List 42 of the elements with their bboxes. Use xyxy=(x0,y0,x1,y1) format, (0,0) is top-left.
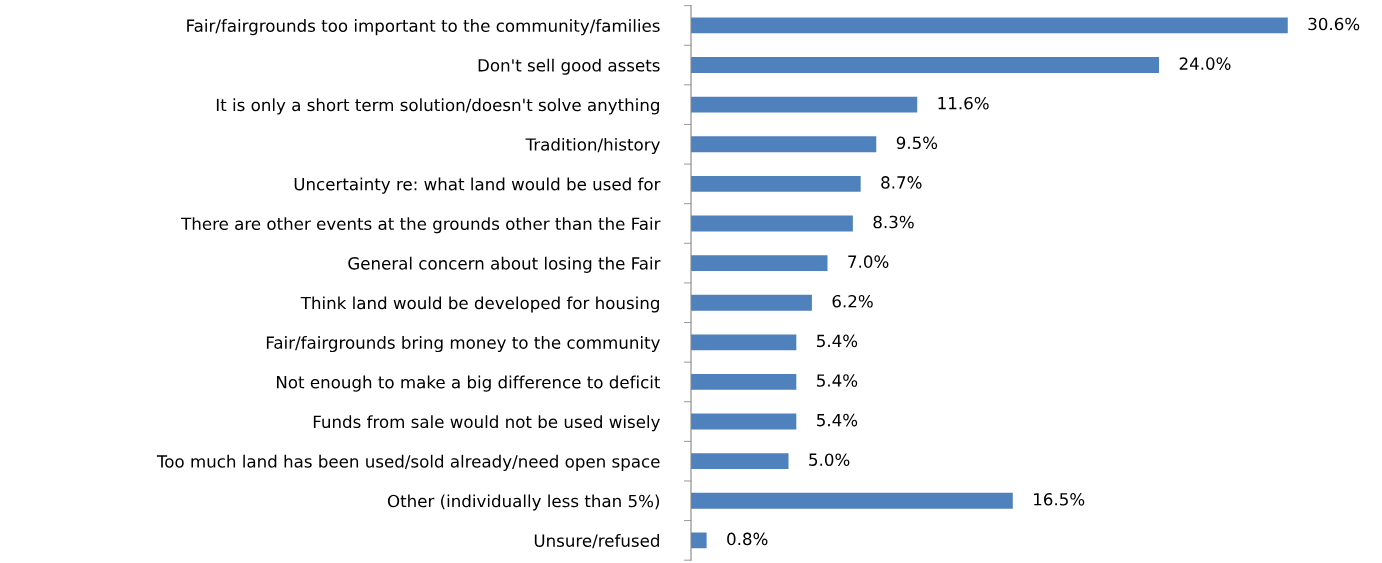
data-label: 16.5% xyxy=(1034,493,1085,506)
bar xyxy=(691,215,853,232)
y-tick-label: Don't sell good assets xyxy=(478,58,660,75)
y-tick-label: Tradition/history xyxy=(525,137,660,155)
bar xyxy=(691,532,707,549)
bar xyxy=(691,17,1288,34)
data-label: 6.2% xyxy=(832,294,873,308)
y-tick-label: Think land would be developed for housing xyxy=(300,296,659,313)
y-tick-label: Fair/fairgrounds too important to the community/families xyxy=(187,19,660,36)
bar xyxy=(691,453,789,470)
y-tick-label: Not enough to make a big difference to deficit xyxy=(276,375,661,392)
bar xyxy=(691,57,1160,73)
y-tick-label: Fair/fairgrounds bring money to the community xyxy=(266,335,660,353)
bar xyxy=(691,175,861,192)
y-tick-label: It is only a short term solution/doesn't solve anything xyxy=(216,98,659,115)
data-label: 0.8% xyxy=(727,532,768,546)
y-tick-label: Unsure/refused xyxy=(534,534,659,549)
bar xyxy=(691,255,828,272)
data-label: 5.0% xyxy=(809,453,850,466)
y-tick-label: There are other events at the grounds other than the Fair xyxy=(181,217,661,234)
y-tick-label: General concern about losing the Fair xyxy=(348,256,661,273)
y-tick-label: Too much land has been used/sold already/need open space xyxy=(156,454,660,471)
data-label: 8.3% xyxy=(873,215,914,229)
data-label: 8.7% xyxy=(881,176,922,189)
data-label: 5.4% xyxy=(817,413,858,427)
data-label: 24.0% xyxy=(1179,57,1231,70)
y-tick-label: Other (individually less than 5%) xyxy=(387,494,660,511)
bar xyxy=(691,374,797,390)
data-label: 5.4% xyxy=(817,334,858,348)
data-label: 7.0% xyxy=(848,255,889,268)
data-label: 30.6% xyxy=(1308,17,1360,31)
bar xyxy=(691,294,812,311)
bar xyxy=(691,492,1013,509)
y-tick-label: Uncertainty re: what land would be used for xyxy=(294,177,661,194)
bar xyxy=(691,96,918,113)
data-label: 11.6% xyxy=(938,96,989,110)
bar xyxy=(691,413,797,430)
data-label: 5.4% xyxy=(817,374,858,387)
y-tick-label: Funds from sale would not be used wisely xyxy=(313,415,660,432)
bar xyxy=(691,334,797,351)
bar xyxy=(691,136,877,153)
data-label: 9.5% xyxy=(896,136,938,150)
